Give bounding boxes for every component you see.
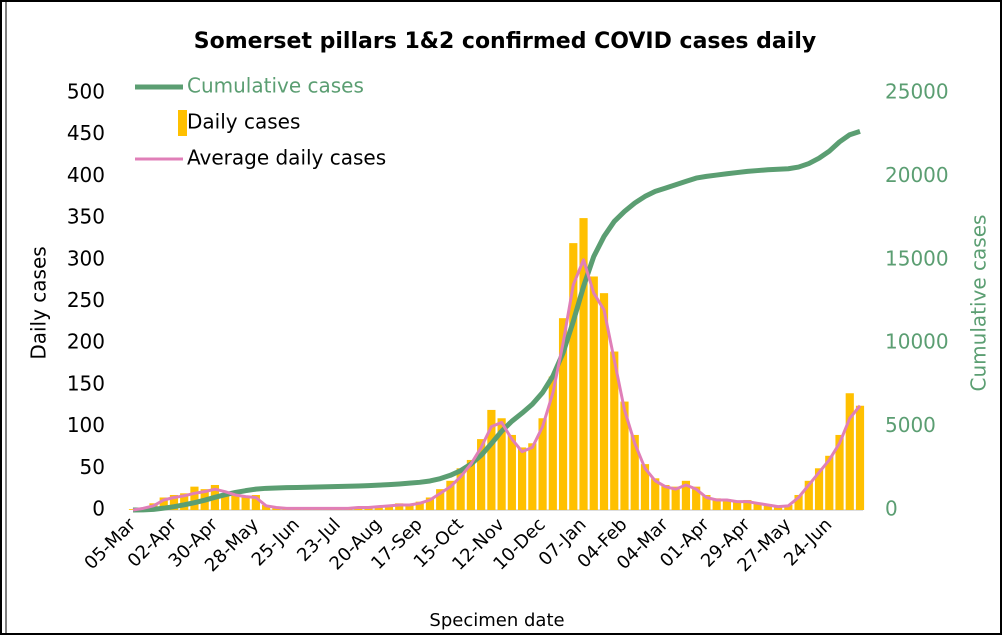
bar <box>671 486 680 510</box>
bar <box>794 494 803 510</box>
bar <box>702 494 711 510</box>
legend-label: Cumulative cases <box>187 74 364 98</box>
bar <box>251 494 260 510</box>
bar <box>477 439 486 510</box>
bar <box>733 500 742 510</box>
y-tick-label: 300 <box>67 246 105 270</box>
bar <box>599 293 609 510</box>
bar <box>538 418 547 510</box>
bar <box>497 418 506 510</box>
bar <box>487 409 496 510</box>
legend-label: Daily cases <box>187 110 300 134</box>
y-axis-title: Daily cases <box>27 246 51 359</box>
bar <box>528 443 537 510</box>
bar <box>845 393 854 510</box>
bar <box>436 489 445 510</box>
bar <box>231 491 240 510</box>
chart-title: Somerset pillars 1&2 confirmed COVID cas… <box>194 29 816 54</box>
y-tick-label: 400 <box>67 163 105 187</box>
y-tick-label: 100 <box>67 413 105 437</box>
bar <box>159 497 168 510</box>
bar <box>804 480 813 510</box>
bar <box>558 318 568 510</box>
bar <box>405 504 414 510</box>
bar <box>589 276 598 510</box>
bar <box>651 478 660 510</box>
bar <box>784 504 793 510</box>
bar <box>763 504 772 510</box>
bar <box>221 493 230 510</box>
bar <box>446 480 455 510</box>
bar <box>548 376 557 510</box>
bar <box>466 459 475 510</box>
bar <box>384 504 394 510</box>
x-axis-title: Specimen date <box>429 610 564 631</box>
y-tick-label: 500 <box>67 80 105 104</box>
bar <box>579 218 588 510</box>
bar <box>681 480 691 510</box>
y2-tick-label: 0 <box>885 497 898 521</box>
y2-tick-label: 15000 <box>885 246 949 270</box>
y-tick-label: 0 <box>92 497 105 521</box>
line <box>132 258 862 512</box>
bar <box>507 434 516 510</box>
bar <box>180 493 189 510</box>
legend-label: Average daily cases <box>187 146 386 170</box>
y2-tick-label: 20000 <box>885 163 949 187</box>
bar <box>610 351 619 510</box>
bar <box>169 494 179 510</box>
bar <box>825 455 834 510</box>
bar <box>661 484 670 510</box>
bar <box>712 498 721 510</box>
bar <box>262 504 271 510</box>
bar <box>395 503 404 510</box>
y-tick-label: 250 <box>67 288 105 312</box>
line <box>132 128 861 513</box>
bar <box>569 243 578 510</box>
bar <box>620 401 629 510</box>
y-tick-label: 200 <box>67 330 105 354</box>
y-tick-label: 150 <box>67 371 105 395</box>
bar <box>415 501 424 510</box>
bar <box>743 499 752 510</box>
bar <box>753 502 762 510</box>
bar <box>814 468 824 510</box>
y-tick-label: 50 <box>80 455 105 479</box>
y2-tick-label: 10000 <box>885 330 949 354</box>
y-tick-label: 450 <box>67 121 105 145</box>
bar <box>518 447 527 510</box>
y2-tick-label: 5000 <box>885 413 936 437</box>
y2-axis-title: Cumulative cases <box>967 215 991 392</box>
bar <box>630 434 639 510</box>
bar <box>692 486 701 510</box>
bar <box>835 434 844 510</box>
bar <box>456 468 465 510</box>
y2-tick-label: 25000 <box>885 80 949 104</box>
bar <box>241 497 250 510</box>
bar <box>190 486 199 510</box>
legend-swatch <box>178 110 187 136</box>
bar <box>640 464 650 510</box>
bar <box>855 405 865 510</box>
y-tick-label: 350 <box>67 205 105 229</box>
bar <box>722 499 731 510</box>
bar <box>425 497 435 510</box>
